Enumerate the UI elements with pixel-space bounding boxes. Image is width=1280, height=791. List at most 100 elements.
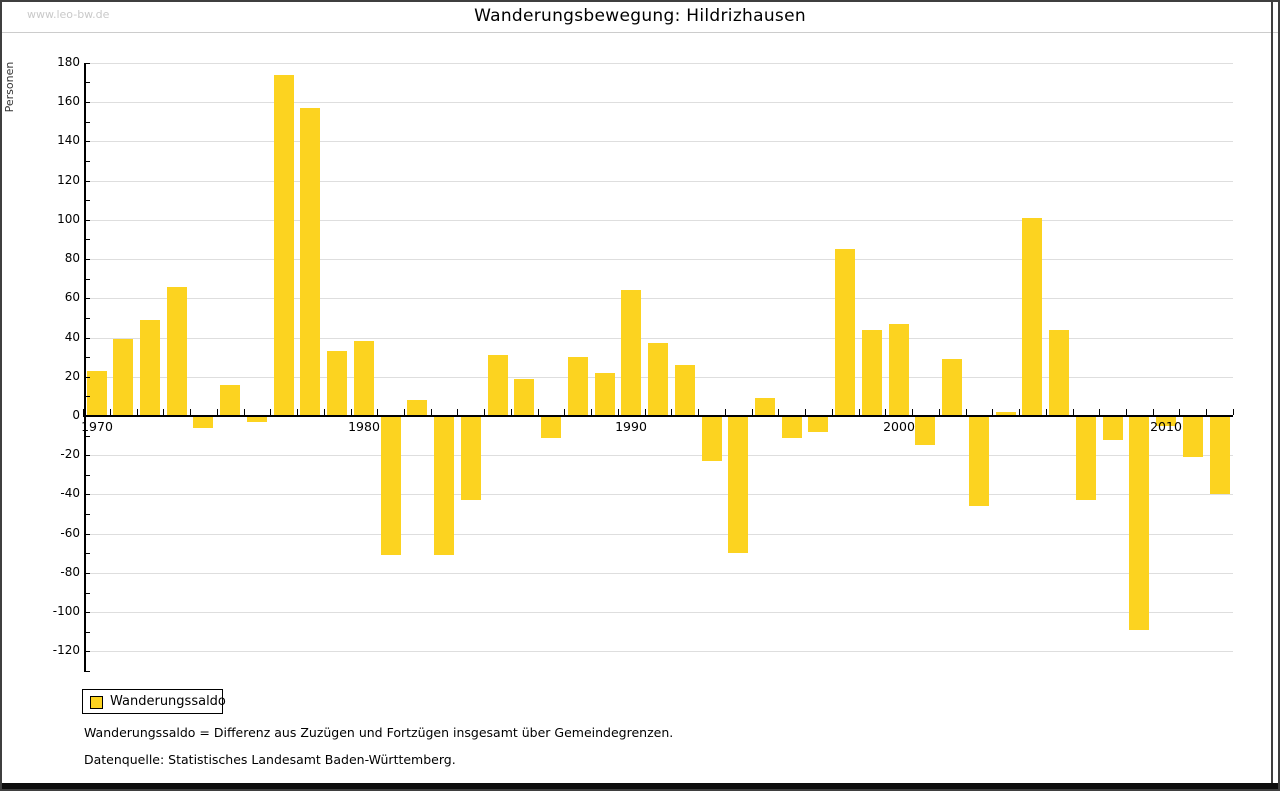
header-divider [2, 32, 1278, 33]
x-tick [752, 409, 753, 415]
gridline [86, 573, 1233, 574]
y-tick [86, 671, 90, 672]
bar-2010 [1156, 416, 1176, 426]
x-tick [1019, 409, 1020, 415]
y-tick [86, 279, 90, 280]
bar-1993 [702, 416, 722, 461]
y-tick-label: 180 [57, 55, 80, 69]
bar-2008 [1103, 416, 1123, 440]
x-tick [939, 409, 940, 415]
bar-1988 [568, 357, 588, 416]
bar-1974 [193, 416, 213, 428]
bar-2004 [996, 412, 1016, 416]
bar-1991 [648, 343, 668, 416]
x-tick [1126, 409, 1127, 415]
gridline [86, 63, 1233, 64]
x-tick [538, 409, 539, 415]
bar-1996 [782, 416, 802, 438]
bar-1989 [595, 373, 615, 416]
y-tick-label: 40 [64, 330, 80, 344]
y-tick-label: -100 [52, 604, 80, 618]
y-axis-line [84, 63, 86, 672]
y-tick [86, 632, 90, 633]
x-axis-line [83, 415, 1233, 417]
gridline [86, 534, 1233, 535]
bar-1975 [220, 385, 240, 416]
bar-1970 [87, 371, 107, 416]
frame-right-line [1271, 2, 1273, 789]
x-tick [1206, 409, 1207, 415]
frame-bottom-bar [2, 783, 1278, 789]
gridline [86, 455, 1233, 456]
x-tick [645, 409, 646, 415]
y-tick-label: 20 [64, 369, 80, 383]
gridline [86, 612, 1233, 613]
y-tick-label: -20 [60, 447, 80, 461]
x-tick [778, 409, 779, 415]
y-tick-label: 0 [72, 408, 80, 422]
y-tick [86, 161, 90, 162]
y-tick [86, 455, 90, 456]
bar-2009 [1129, 416, 1149, 630]
y-tick-label: 140 [57, 133, 80, 147]
y-tick-label: -80 [60, 565, 80, 579]
y-tick [86, 318, 90, 319]
bar-1994 [728, 416, 748, 553]
bar-1979 [327, 351, 347, 416]
y-tick-label: 100 [57, 212, 80, 226]
gridline [86, 102, 1233, 103]
y-tick [86, 102, 90, 103]
bar-1999 [862, 330, 882, 416]
x-tick [885, 409, 886, 415]
x-tick [244, 409, 245, 415]
y-tick-label: 80 [64, 251, 80, 265]
y-tick [86, 200, 90, 201]
bar-2011 [1183, 416, 1203, 457]
x-tick [698, 409, 699, 415]
y-tick [86, 494, 90, 495]
bar-1987 [541, 416, 561, 438]
y-tick-label: -60 [60, 526, 80, 540]
x-tick [966, 409, 967, 415]
x-tick [564, 409, 565, 415]
bar-1992 [675, 365, 695, 416]
bar-1990 [621, 290, 641, 416]
y-tick [86, 612, 90, 613]
x-tick [591, 409, 592, 415]
y-tick [86, 181, 90, 182]
bar-2006 [1049, 330, 1069, 416]
y-tick [86, 239, 90, 240]
bar-2005 [1022, 218, 1042, 416]
footnote-source: Datenquelle: Statistisches Landesamt Bad… [84, 752, 456, 767]
y-tick [86, 534, 90, 535]
page-title: Wanderungsbewegung: Hildrizhausen [474, 6, 806, 26]
watermark: www.leo-bw.de [27, 8, 110, 21]
bar-1976 [247, 416, 267, 422]
bar-1971 [113, 339, 133, 416]
y-tick-label: 60 [64, 290, 80, 304]
y-tick [86, 298, 90, 299]
x-tick [377, 409, 378, 415]
y-tick-label: 120 [57, 173, 80, 187]
x-tick [217, 409, 218, 415]
bar-1978 [300, 108, 320, 416]
x-tick [912, 409, 913, 415]
bar-1977 [274, 75, 294, 416]
y-tick [86, 416, 90, 417]
x-tick [992, 409, 993, 415]
x-tick [137, 409, 138, 415]
x-tick [431, 409, 432, 415]
y-tick [86, 436, 90, 437]
x-tick [297, 409, 298, 415]
bar-1985 [488, 355, 508, 416]
y-tick [86, 593, 90, 594]
x-tick-label: 1990 [615, 419, 647, 434]
bar-1986 [514, 379, 534, 416]
bar-2000 [889, 324, 909, 416]
x-tick-label: 1970 [81, 419, 113, 434]
y-tick [86, 475, 90, 476]
bar-1983 [434, 416, 454, 555]
bar-2012 [1210, 416, 1230, 494]
